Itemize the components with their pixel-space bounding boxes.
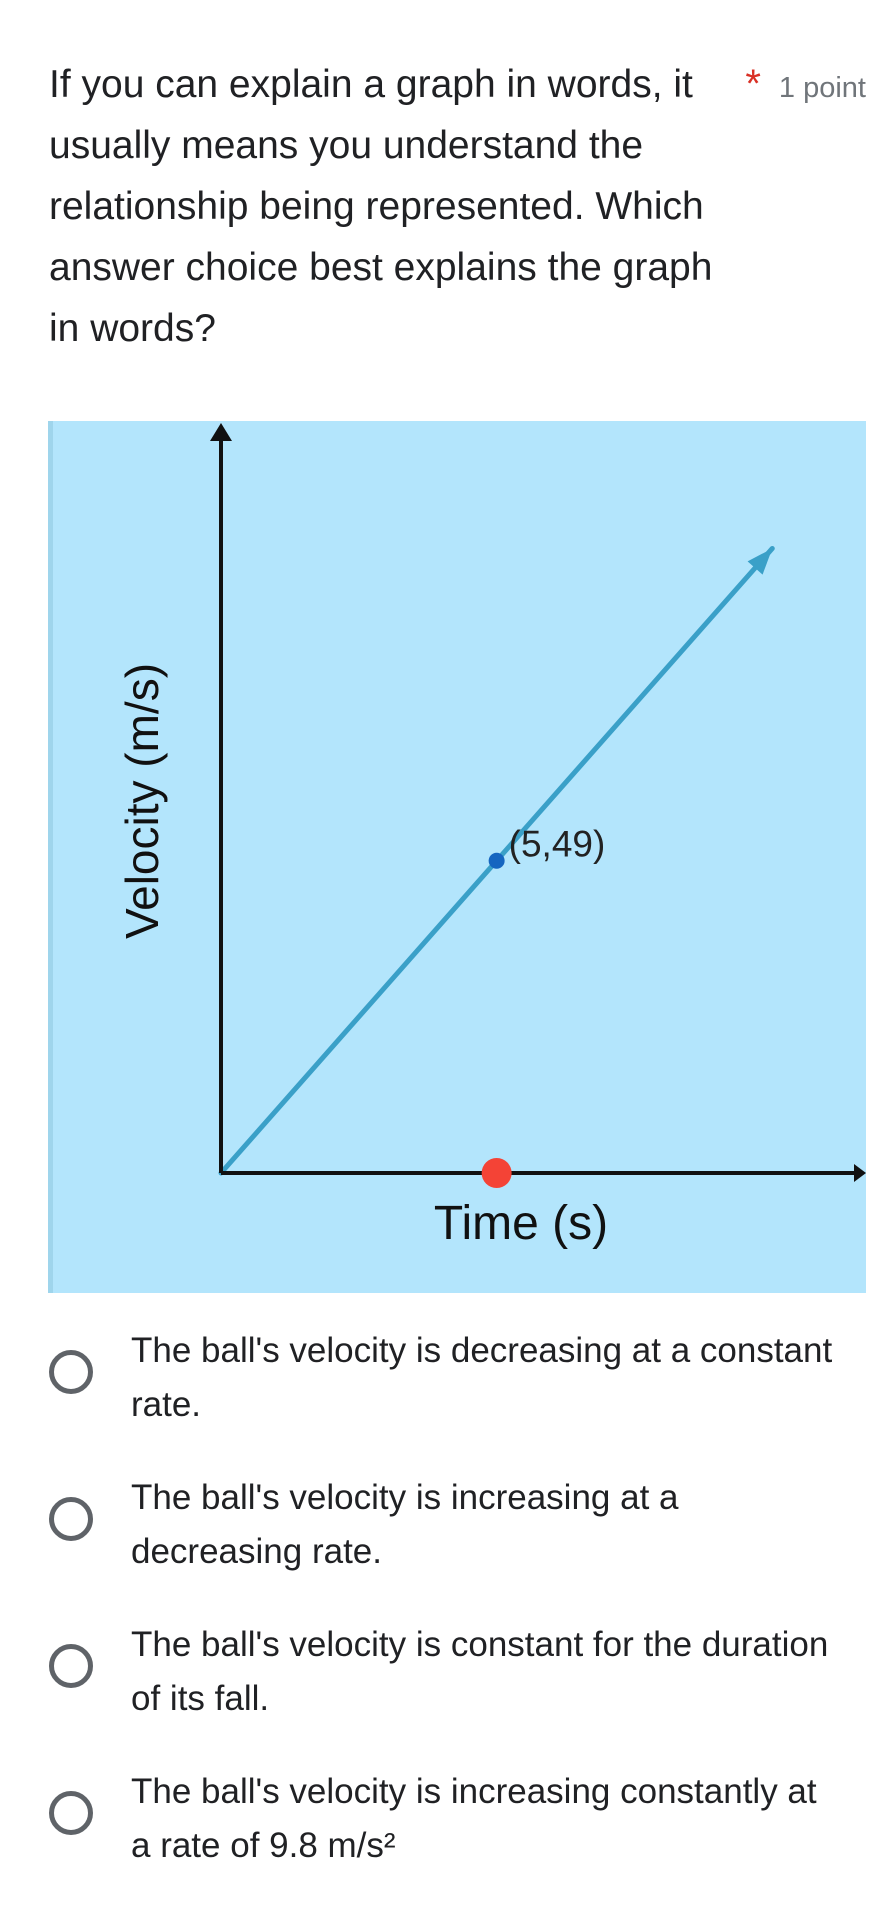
y-axis-arrow xyxy=(210,423,232,441)
radio-button[interactable] xyxy=(49,1497,93,1541)
option-increasing-decreasing[interactable]: The ball's velocity is increasing at a d… xyxy=(0,1467,886,1587)
series-line-arrow xyxy=(747,548,773,575)
question-meta: * 1 point xyxy=(745,62,866,107)
option-label: The ball's velocity is increasing consta… xyxy=(131,1772,817,1865)
option-label: The ball's velocity is increasing at a d… xyxy=(131,1478,679,1571)
points-label: 1 point xyxy=(778,72,866,104)
radio-button[interactable] xyxy=(49,1350,93,1394)
x-axis-label: Time (s) xyxy=(434,1197,608,1250)
question-title: If you can explain a graph in words, it … xyxy=(49,54,749,359)
question-figure: (5,49) Time (s) Velocity (m/s) xyxy=(48,421,866,1293)
option-constant-velocity[interactable]: The ball's velocity is constant for the … xyxy=(0,1614,886,1734)
option-decreasing-constant[interactable]: The ball's velocity is decreasing at a c… xyxy=(0,1320,886,1440)
axis-marker xyxy=(481,1158,512,1188)
question-text: If you can explain a graph in words, it … xyxy=(49,63,713,350)
data-point-label: (5,49) xyxy=(509,824,606,865)
x-axis-arrow xyxy=(854,1164,866,1182)
option-label: The ball's velocity is constant for the … xyxy=(131,1625,829,1718)
radio-button[interactable] xyxy=(49,1644,93,1688)
velocity-time-chart: (5,49) Time (s) Velocity (m/s) xyxy=(116,423,866,1250)
option-increasing-9-8[interactable]: The ball's velocity is increasing consta… xyxy=(0,1761,886,1881)
figure-edge xyxy=(48,421,53,1293)
required-asterisk: * xyxy=(745,62,761,106)
data-point xyxy=(488,852,505,869)
y-axis-label: Velocity (m/s) xyxy=(116,663,168,939)
option-label: The ball's velocity is decreasing at a c… xyxy=(131,1331,833,1424)
radio-button[interactable] xyxy=(49,1791,93,1835)
